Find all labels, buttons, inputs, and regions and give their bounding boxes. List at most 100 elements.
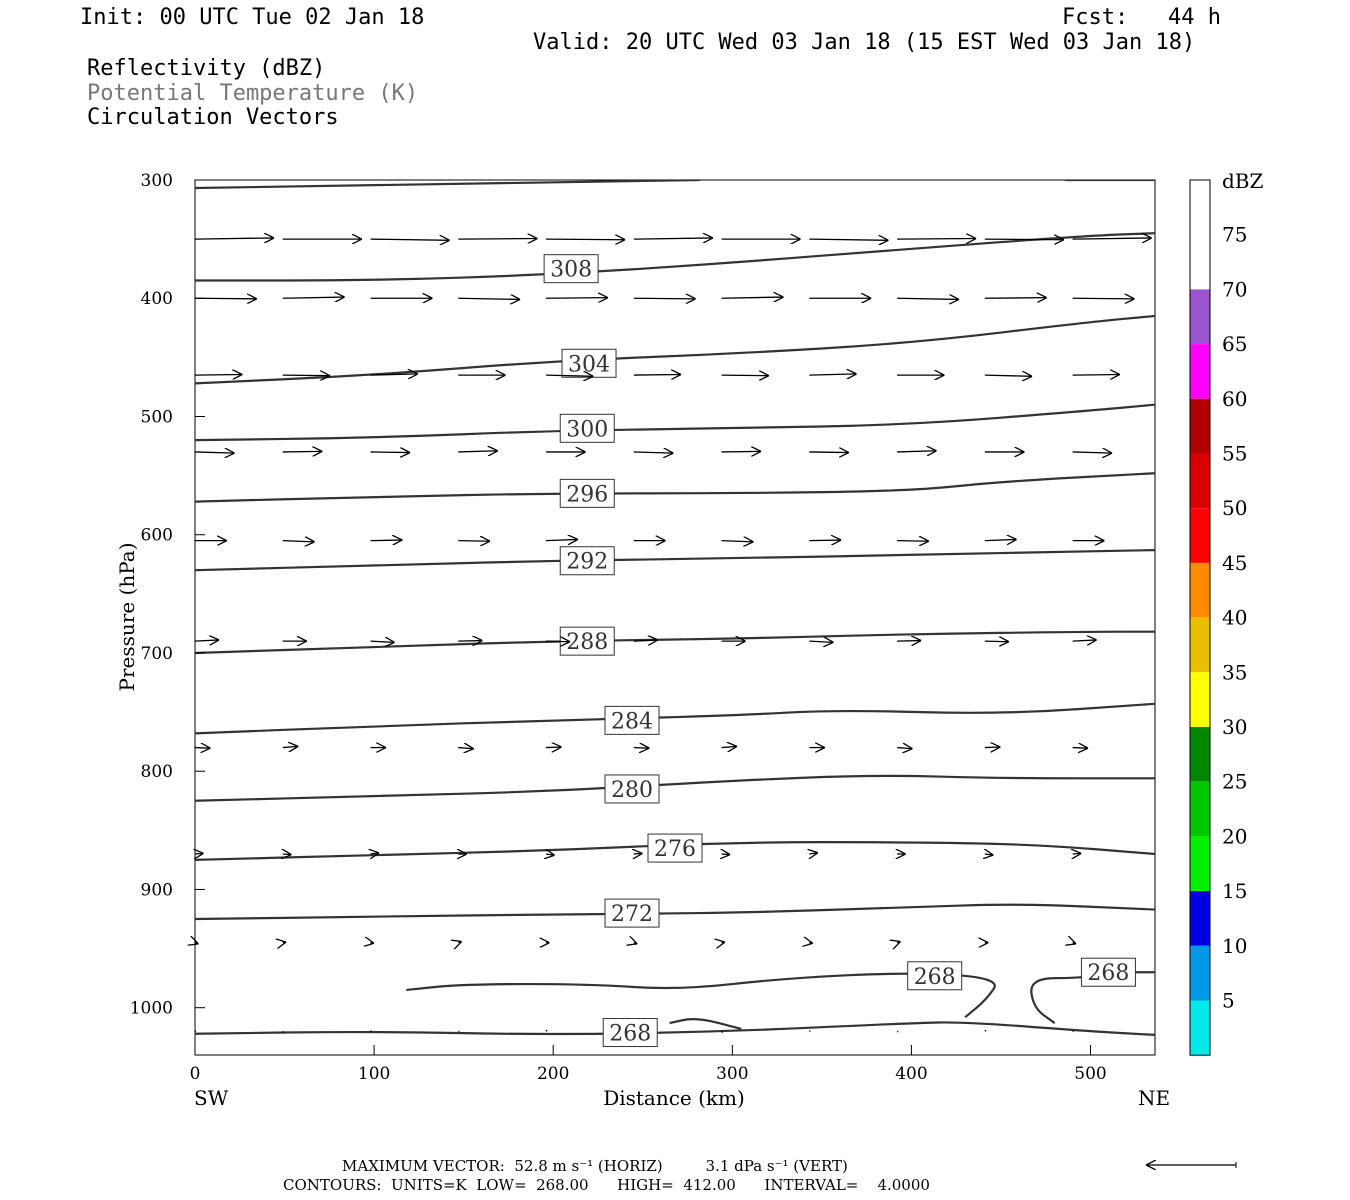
colorbar-segment — [1190, 781, 1210, 837]
colorbar-segment — [1190, 289, 1210, 345]
circulation-vector — [896, 1030, 899, 1033]
circulation-vector — [984, 298, 1047, 299]
isentrope-line — [195, 1021, 1155, 1036]
forecast-hour: Fcst: 44 h — [1062, 5, 1221, 30]
circulation-vector — [194, 452, 235, 453]
circulation-vector — [194, 298, 257, 299]
colorbar-segment — [1190, 617, 1210, 673]
circulation-vector — [1072, 375, 1120, 376]
circulation-vector — [195, 853, 204, 854]
circulation-vector — [457, 1030, 460, 1033]
isentrope-line — [195, 903, 1155, 921]
y-tick-label: 500 — [141, 407, 173, 427]
circulation-vector — [809, 1030, 811, 1032]
circulation-vector — [282, 375, 330, 376]
circulation-vector — [721, 1030, 724, 1033]
circulation-vector — [984, 239, 1064, 240]
colorbar-segment — [1190, 398, 1210, 454]
circulation-vector — [282, 541, 315, 542]
isentrope-line — [195, 630, 1155, 655]
isentrope-label: 272 — [611, 902, 653, 927]
colorbar-title: dBZ — [1222, 169, 1264, 193]
isentrope-label: 288 — [566, 630, 608, 655]
circulation-vector — [546, 641, 570, 642]
y-tick-label: 900 — [141, 880, 173, 900]
x-axis-title: Distance (km) — [603, 1086, 745, 1110]
circulation-vector — [721, 375, 769, 376]
max-vector-note: MAXIMUM VECTOR: 52.8 m s⁻¹ (HORIZ) 3.1 d… — [342, 1157, 848, 1175]
y-axis-title: Pressure (hPa) — [115, 543, 139, 692]
isentrope-label-box — [647, 833, 703, 863]
isentrope-line — [669, 1018, 742, 1031]
valid-time: Valid: 20 UTC Wed 03 Jan 18 (15 EST Wed … — [533, 30, 1196, 55]
colorbar-label: 5 — [1222, 989, 1235, 1013]
x-tick-label: 500 — [1074, 1064, 1106, 1084]
isentrope-label: 268 — [1087, 961, 1129, 986]
contours-note: CONTOURS: UNITS=K LOW= 268.00 HIGH= 412.… — [283, 1176, 930, 1194]
colorbar-label: 75 — [1222, 223, 1247, 247]
circulation-vector — [897, 748, 912, 749]
field-circulation-vectors: Circulation Vectors — [87, 105, 339, 130]
circulation-vector — [546, 298, 608, 299]
circulation-vector — [721, 451, 762, 452]
circulation-vector — [897, 941, 900, 942]
circulation-vector — [984, 375, 1032, 376]
x-tick-label: 400 — [895, 1064, 927, 1084]
circulation-vector — [1072, 238, 1152, 239]
circulation-vector — [458, 541, 490, 542]
circulation-vector — [458, 641, 482, 642]
circulation-vector — [283, 942, 286, 943]
circulation-vector — [546, 854, 555, 855]
circulation-vector — [371, 853, 380, 854]
circulation-vector — [722, 942, 725, 943]
circulation-vector — [282, 1030, 285, 1033]
colorbar-label: 50 — [1222, 496, 1247, 520]
colorbar-segment — [1190, 234, 1210, 290]
colorbar-segment — [1190, 945, 1210, 1001]
circulation-vector — [984, 747, 1000, 748]
circulation-vector — [809, 540, 841, 541]
isentrope-label-box — [559, 478, 615, 508]
axis-layer: 0 100 200 300 400 500 300 400 500 600 700 800 900 100… — [130, 171, 1107, 1084]
circulation-vector — [282, 451, 323, 452]
circulation-vector — [722, 854, 731, 855]
isentrope-line — [195, 841, 1155, 861]
isentrope-label-box — [604, 705, 660, 735]
x-tick-label: 300 — [716, 1064, 748, 1084]
isentrope-label: 308 — [550, 258, 592, 283]
isentrope-label-box — [559, 413, 615, 443]
isentrope-label: 296 — [566, 482, 608, 507]
isentrope-label: 284 — [611, 709, 653, 734]
circulation-vector — [282, 746, 298, 747]
colorbar-label: 10 — [1222, 934, 1247, 958]
isentrope-line — [195, 549, 1155, 572]
circulation-vector — [370, 540, 403, 541]
circulation-vector — [194, 238, 274, 239]
circulation-vector — [634, 853, 643, 854]
circulation-vector — [458, 239, 537, 240]
circulation-vector — [194, 748, 210, 749]
circulation-vector — [897, 641, 921, 642]
isentrope-line — [195, 774, 1155, 802]
circulation-vector — [546, 747, 561, 748]
circulation-vector — [1072, 640, 1097, 641]
isentrope-layer: 308 304 300 296 292 288 284 280 276 272 268 268 268 — [195, 180, 1155, 1048]
circulation-vector — [1072, 452, 1113, 453]
circulation-vector — [985, 854, 994, 855]
y-tick-label: 300 — [141, 171, 173, 191]
circulation-vector — [545, 1029, 548, 1032]
dbz-colorbar: dBZ 5 10 15 20 25 30 35 40 45 50 55 60 65 70 75 — [1189, 169, 1264, 1056]
field-potential-temperature: Potential Temperature (K) — [87, 81, 419, 106]
circulation-vector — [633, 748, 649, 749]
colorbar-label: 65 — [1222, 332, 1247, 356]
isentrope-line — [195, 314, 1155, 385]
circulation-vector — [1073, 853, 1082, 854]
circulation-vector — [897, 541, 929, 542]
colorbar-segment — [1190, 1000, 1210, 1056]
circulation-vector — [809, 452, 849, 453]
isentrope-label: 276 — [654, 837, 696, 862]
y-tick-label: 700 — [141, 644, 173, 664]
isentrope-label-box — [543, 254, 599, 284]
y-tick-label: 400 — [141, 289, 173, 309]
